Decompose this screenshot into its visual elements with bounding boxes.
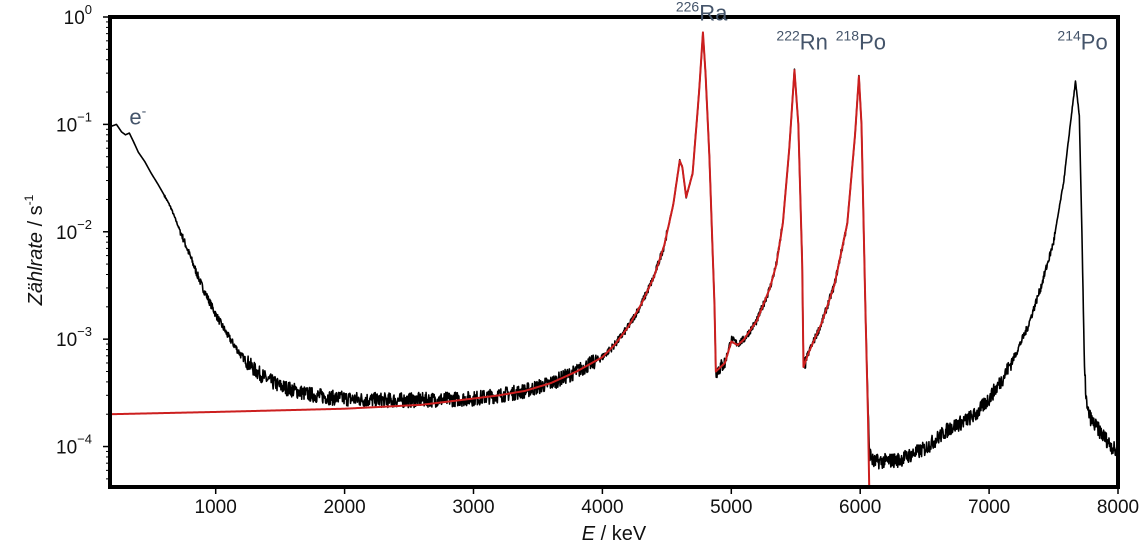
- x-axis-label-symbol: E: [582, 523, 596, 545]
- x-tick-label: 5000: [710, 497, 752, 518]
- x-tick-label: 3000: [452, 497, 494, 518]
- x-tick-label: 8000: [1097, 497, 1139, 518]
- y-axis: 100 10−1 10−2 10−3 10−4: [56, 2, 110, 480]
- x-axis: 1000 2000 3000 4000 5000 6000 7000 8000: [195, 487, 1139, 518]
- y-tick-label: 10−1: [56, 109, 92, 136]
- y-tick-label: 10−2: [56, 217, 92, 244]
- y-axis-label-unit: / s: [25, 205, 47, 232]
- x-tick-label: 2000: [323, 497, 365, 518]
- x-axis-label: E / keV: [582, 523, 647, 545]
- measured-spectrum-line: [110, 32, 1118, 470]
- peak-label: 226Ra: [676, 0, 728, 25]
- x-axis-label-unit: / keV: [595, 523, 647, 545]
- y-tick-label: 100: [64, 2, 92, 29]
- peak-label: 214Po: [1057, 27, 1107, 54]
- peak-label: 222Rn: [776, 27, 827, 54]
- plot-frame: [108, 15, 1120, 489]
- peak-label: 218Po: [836, 27, 886, 54]
- fit-curve-line: [110, 31, 871, 487]
- x-tick-label: 1000: [195, 497, 237, 518]
- x-tick-label: 4000: [581, 497, 623, 518]
- y-axis-label-quantity: Zählrate: [25, 232, 47, 306]
- y-axis-label-unit-exponent: -1: [22, 194, 36, 205]
- x-tick-label: 7000: [968, 497, 1010, 518]
- y-axis-label: Zählrate / s-1: [22, 194, 47, 306]
- series-layer: [110, 31, 1118, 487]
- y-tick-label: 10−4: [56, 432, 92, 459]
- peak-annotations: e- 226Ra 222Rn 218Po 214Po: [129, 0, 1107, 129]
- peak-label: e-: [129, 102, 146, 129]
- y-tick-label: 10−3: [56, 324, 92, 351]
- x-tick-label: 6000: [839, 497, 881, 518]
